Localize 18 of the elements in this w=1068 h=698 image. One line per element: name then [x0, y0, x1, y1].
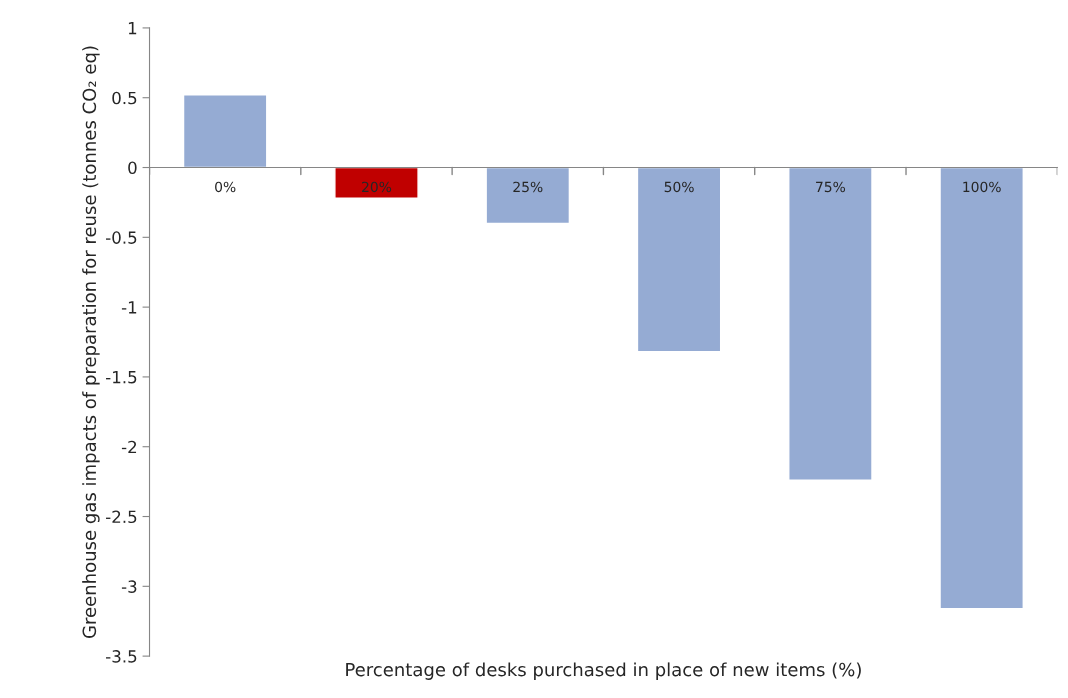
- y-tick-label: -3.5: [106, 650, 137, 663]
- x-axis-title: Percentage of desks purchased in place of new items (%): [346, 662, 861, 680]
- y-tick-label: -2: [121, 440, 137, 454]
- y-tick-label: 0.5: [112, 91, 137, 105]
- x-tick-label: 25%: [513, 181, 543, 193]
- x-tick-label: 100%: [963, 181, 1001, 193]
- x-tick-label: 0%: [215, 181, 236, 193]
- y-tick-label: -3: [121, 580, 137, 593]
- x-tick-label: 75%: [816, 181, 846, 193]
- y-tick-label: 0: [128, 161, 137, 175]
- y-axis-title: Greenhouse gas impacts of preparation for reuse (tonnes CO₂ eq): [82, 46, 100, 638]
- x-tick-label: 50%: [664, 181, 694, 193]
- y-tick-label: -1: [121, 301, 137, 314]
- y-tick-label: 1: [128, 22, 137, 35]
- y-tick-label: -2.5: [106, 510, 137, 524]
- y-tick-label: -1.5: [106, 371, 137, 384]
- x-tick-label: 20%: [362, 181, 392, 193]
- y-tick-label: -0.5: [106, 231, 137, 244]
